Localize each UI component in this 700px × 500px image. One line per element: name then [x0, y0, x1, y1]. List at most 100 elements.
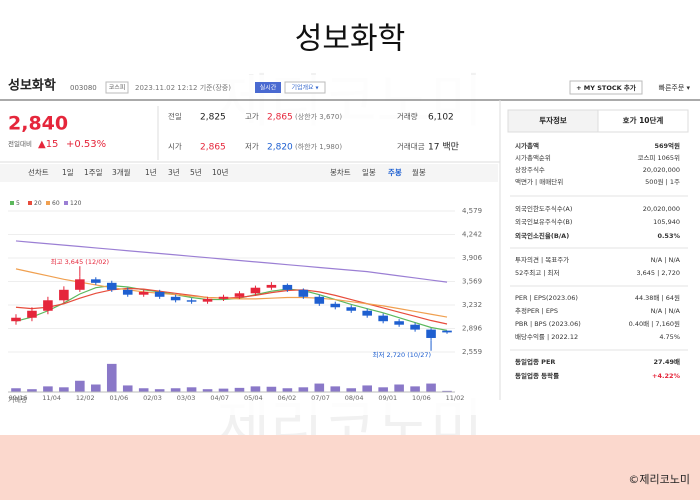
stat-label: 거래량	[397, 112, 418, 121]
candle-body	[314, 296, 325, 304]
x-tick-label: 11/04	[42, 394, 61, 402]
info-value: 4.75%	[659, 333, 680, 341]
period-tab[interactable]: 10년	[212, 167, 229, 177]
volume-bar	[122, 385, 133, 392]
volume-bar	[426, 383, 436, 392]
info-value: 105,940	[653, 218, 680, 226]
stat-value: 17 백만	[428, 142, 459, 153]
x-tick-label: 05/04	[244, 394, 263, 402]
stat-label: 고가	[245, 112, 259, 121]
period-tab[interactable]: 5년	[190, 167, 202, 177]
candle-tab[interactable]: 봉차트	[330, 168, 351, 177]
info-tab[interactable]: 호가 10단계	[623, 115, 664, 125]
period-tab[interactable]: 1일	[62, 168, 74, 177]
footer-band	[0, 435, 700, 500]
candle-body	[442, 330, 452, 333]
period-tab[interactable]: 1년	[145, 167, 157, 177]
volume-bar	[218, 388, 229, 392]
volume-bar	[234, 387, 245, 392]
info-label: 동일업종 PER	[515, 357, 555, 366]
ma-line	[15, 268, 448, 318]
candle-body	[202, 298, 213, 302]
info-label: 시가총액	[515, 141, 539, 150]
volume-bar	[186, 387, 197, 392]
tab-bar	[0, 164, 498, 182]
info-label: 액면가 | 매매단위	[515, 177, 563, 186]
volume-bar	[138, 388, 149, 392]
x-tick-label: 06/02	[278, 394, 297, 402]
legend-label: 60	[52, 200, 60, 207]
info-value: 3,645 | 2,720	[636, 269, 680, 277]
quick-order[interactable]: 빠른주문 ▾	[659, 83, 691, 92]
info-label: 외국인소진율(B/A)	[515, 231, 569, 240]
candle-body	[282, 284, 293, 290]
change: ▲15	[38, 139, 58, 150]
volume-bar	[106, 363, 117, 392]
candle-tab[interactable]: 일봉	[362, 168, 376, 177]
candle-body	[138, 291, 149, 295]
info-value: 20,020,000	[643, 205, 680, 213]
x-tick-label: 12/02	[76, 394, 95, 402]
volume-bar	[314, 383, 325, 392]
stat-value: 2,865	[200, 143, 226, 153]
quote-time: 2023.11.02 12:12 기준(장중)	[135, 83, 231, 92]
y-tick-label: 2,896	[462, 324, 483, 332]
candle-body	[122, 289, 133, 295]
info-value: 569억원	[654, 141, 680, 150]
info-value: 20,020,000	[643, 166, 680, 174]
period-tab[interactable]: 1주일	[84, 168, 103, 177]
stock-code: 003080	[70, 84, 97, 92]
realtime[interactable]: 실시간	[260, 84, 277, 92]
info-value: N/A | N/A	[651, 256, 681, 264]
candle-body	[218, 296, 229, 299]
period-tab[interactable]: 3년	[168, 167, 180, 177]
stat-label: 전일	[168, 111, 182, 121]
candle-body	[11, 317, 21, 322]
button	[284, 81, 326, 94]
x-tick-label: 02/03	[143, 394, 162, 402]
candle-body	[394, 321, 404, 325]
info-value: 코스피 1065위	[637, 153, 680, 162]
period-tab[interactable]: 선차트	[28, 168, 49, 177]
y-tick-label: 4,579	[462, 207, 482, 215]
volume-bar	[362, 385, 372, 392]
candle-tab[interactable]: 주봉	[388, 168, 402, 177]
market: 코스피	[109, 84, 126, 92]
stat-value: 6,102	[428, 113, 454, 123]
ma-line	[15, 240, 448, 283]
period-tab[interactable]: 3개월	[112, 167, 131, 177]
info-value: 27.49배	[653, 357, 680, 366]
info-tab[interactable]: 투자정보	[539, 115, 567, 125]
candle-body	[346, 307, 357, 311]
info-label: 외국인보유주식수(B)	[515, 217, 572, 226]
legend-swatch	[64, 201, 68, 205]
volume-bar	[11, 388, 21, 392]
x-tick-label: 04/07	[210, 394, 229, 402]
x-tick-label: 07/07	[311, 394, 330, 402]
candle-body	[330, 303, 341, 308]
info-label: 투자의견 | 목표주가	[515, 255, 569, 264]
volume-bar	[346, 388, 357, 392]
y-tick-label: 4,242	[462, 231, 482, 239]
price: 2,840	[8, 113, 68, 135]
stat-value: 2,865	[267, 113, 293, 123]
candle-body	[75, 279, 85, 290]
stat-value: 2,825	[200, 113, 226, 123]
legend-label: 120	[70, 200, 82, 207]
x-tick-label: 08/04	[345, 394, 364, 402]
legend-label: 20	[34, 200, 42, 207]
info-label: 상장주식수	[515, 165, 545, 174]
candle-body	[106, 282, 117, 290]
candle-body	[154, 291, 165, 297]
overview[interactable]: 기업개요 ▾	[292, 84, 319, 92]
volume-bar	[75, 380, 85, 392]
candle-body	[27, 310, 37, 318]
y-tick-label: 2,559	[462, 348, 482, 356]
volume-bar	[394, 384, 404, 392]
candle-body	[410, 324, 420, 330]
volume-bar	[330, 386, 341, 392]
candle-tab[interactable]: 월봉	[412, 167, 426, 177]
my-stock[interactable]: + MY STOCK 추가	[576, 83, 636, 92]
info-label: PER | EPS(2023.06)	[515, 294, 578, 302]
